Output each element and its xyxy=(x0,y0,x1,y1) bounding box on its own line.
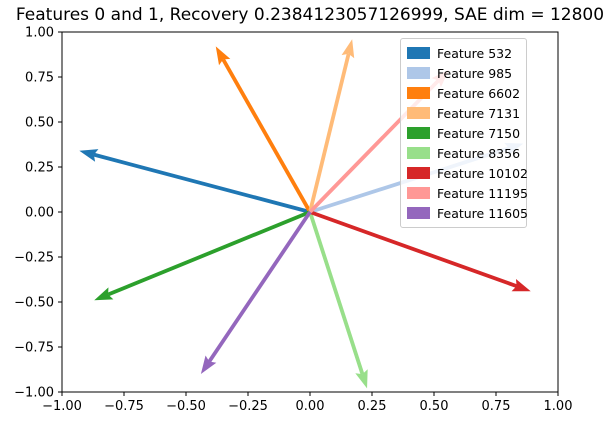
y-tick-label: 1.00 xyxy=(25,26,54,41)
x-tick-label: −0.50 xyxy=(166,399,206,414)
legend-swatch xyxy=(407,47,430,59)
legend-item: Feature 985 xyxy=(407,66,520,81)
legend-item-label: Feature 7131 xyxy=(437,105,521,121)
arrow-head xyxy=(215,46,231,66)
legend-swatch xyxy=(407,207,430,219)
x-tick-label: −0.25 xyxy=(228,399,268,414)
arrow-feature-7150 xyxy=(94,210,311,301)
y-tick-label: −1.00 xyxy=(14,386,54,401)
x-tick-label: 1.00 xyxy=(544,399,573,414)
x-tick-label: −0.75 xyxy=(104,399,144,414)
x-tick-label: 0.75 xyxy=(482,399,511,414)
legend-item: Feature 532 xyxy=(407,46,520,61)
x-tick-label: 0.25 xyxy=(358,399,387,414)
x-tick-label: 0.50 xyxy=(420,399,449,414)
arrow-head xyxy=(511,279,531,292)
arrow-shaft xyxy=(308,211,365,375)
arrow-shaft xyxy=(221,58,312,213)
legend-item-label: Feature 11605 xyxy=(437,205,528,221)
y-tick-label: −0.25 xyxy=(14,251,54,266)
legend-item-label: Feature 10102 xyxy=(437,165,528,181)
arrow-head xyxy=(341,39,355,59)
arrow-head xyxy=(94,287,114,301)
y-tick-label: 0.50 xyxy=(25,116,54,131)
legend-item-label: Feature 7150 xyxy=(437,125,521,141)
legend-swatch xyxy=(407,87,430,99)
legend-swatch xyxy=(407,147,430,159)
legend-item: Feature 7150 xyxy=(407,126,520,141)
legend-item-label: Feature 985 xyxy=(437,65,513,81)
legend-item: Feature 11195 xyxy=(407,186,528,201)
chart-title: Features 0 and 1, Recovery 0.23841230571… xyxy=(15,5,605,25)
arrow-feature-10102 xyxy=(309,210,531,292)
legend-swatch xyxy=(407,67,430,79)
arrow-head xyxy=(79,149,99,162)
legend-item-label: Feature 6602 xyxy=(437,85,521,101)
legend-item-label: Feature 8356 xyxy=(437,145,521,161)
arrow-feature-532 xyxy=(79,149,311,214)
legend-swatch xyxy=(407,107,430,119)
legend-item: Feature 7131 xyxy=(407,106,520,121)
legend-item: Feature 11605 xyxy=(407,206,528,221)
legend-swatch xyxy=(407,187,430,199)
legend-item-label: Feature 11195 xyxy=(437,185,528,201)
y-tick-label: 0.00 xyxy=(25,206,54,221)
x-tick-label: 0.00 xyxy=(296,399,325,414)
y-tick-label: 0.75 xyxy=(25,71,54,86)
arrow-shaft xyxy=(93,152,311,214)
legend-item: Feature 10102 xyxy=(407,166,528,181)
x-tick-label: −1.00 xyxy=(42,399,82,414)
arrow-shaft xyxy=(207,210,312,363)
arrow-shaft xyxy=(308,53,351,213)
arrow-feature-11605 xyxy=(200,210,312,374)
legend-item: Feature 6602 xyxy=(407,86,520,101)
legend-swatch xyxy=(407,127,430,139)
arrow-shaft xyxy=(309,210,518,288)
arrow-feature-7131 xyxy=(308,39,355,213)
arrow-feature-8356 xyxy=(308,211,368,389)
y-tick-label: −0.50 xyxy=(14,296,54,311)
legend-item-label: Feature 532 xyxy=(437,45,513,61)
legend: Feature 532 Feature 985 Feature 6602 Featur… xyxy=(400,38,528,228)
y-tick-label: −0.75 xyxy=(14,341,54,356)
arrow-head xyxy=(355,369,368,389)
legend-swatch xyxy=(407,167,430,179)
arrow-shaft xyxy=(107,210,311,297)
arrow-feature-6602 xyxy=(215,46,312,213)
legend-item: Feature 8356 xyxy=(407,146,520,161)
arrow-head xyxy=(200,355,217,374)
y-tick-label: 0.25 xyxy=(25,161,54,176)
